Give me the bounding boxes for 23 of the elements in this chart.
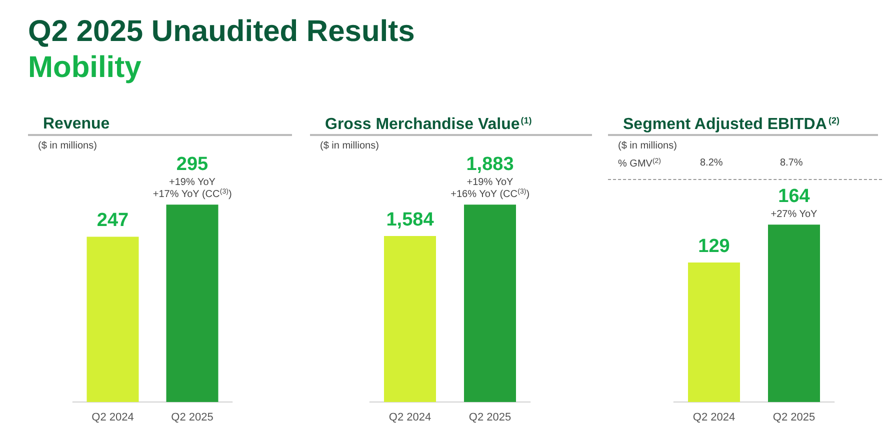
x-tick-label: Q2 2025 [772, 412, 816, 424]
x-tick-label: Q2 2024 [388, 412, 432, 424]
text: 8.2% [700, 158, 723, 168]
annotation: +27% YoY [770, 209, 818, 220]
chart-title: Revenue [43, 116, 110, 132]
text: ($ in millions) [38, 140, 97, 152]
x-tick-label: Q2 2025 [171, 412, 214, 424]
text: ($ in millions) [320, 140, 379, 152]
x-tick-label: Q2 2024 [692, 412, 736, 424]
text: Q2 2025 Unaudited Results [28, 14, 415, 50]
data-label: 1,584 [386, 209, 434, 230]
x-tick-label: Q2 2024 [92, 412, 134, 424]
annotation: +19% YoY [169, 177, 216, 188]
x-tick-label: Q2 2025 [468, 412, 512, 424]
data-label: 129 [698, 236, 730, 257]
text: ($ in millions) [618, 140, 677, 152]
data-label: 164 [778, 186, 810, 208]
annotation: +19% YoY [466, 177, 514, 188]
data-label: 295 [176, 154, 209, 176]
data-label: 247 [96, 210, 129, 232]
text: Mobility [28, 50, 142, 86]
data-label: 1,883 [466, 154, 514, 176]
text: 8.7% [780, 158, 803, 168]
